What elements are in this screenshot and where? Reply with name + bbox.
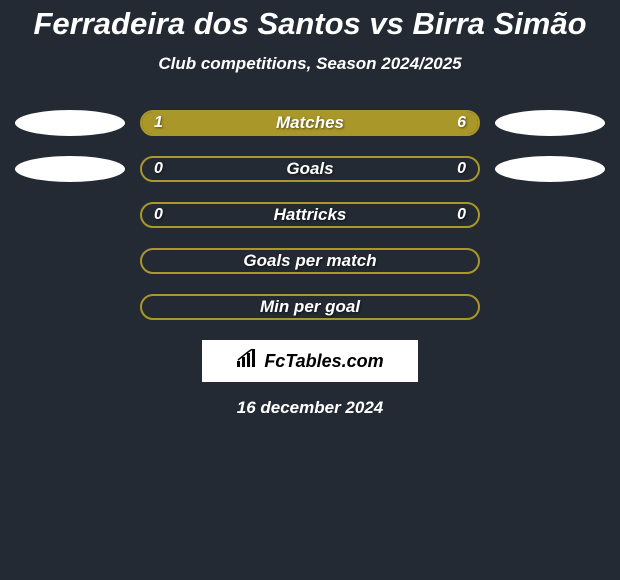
left-ellipse: [15, 110, 125, 136]
stat-bar: Min per goal: [140, 294, 480, 320]
stat-label: Goals: [142, 158, 478, 180]
footer-logo-text: FcTables.com: [264, 351, 383, 372]
right-ellipse: [495, 110, 605, 136]
stat-label: Matches: [142, 112, 478, 134]
stat-bar: 00Goals: [140, 156, 480, 182]
footer-logo: FcTables.com: [202, 340, 418, 382]
stat-bar: 00Hattricks: [140, 202, 480, 228]
footer-date: 16 december 2024: [0, 398, 620, 418]
right-ellipse: [495, 156, 605, 182]
stat-row: Min per goal: [0, 294, 620, 320]
stat-row: 00Goals: [0, 156, 620, 182]
stat-row: 00Hattricks: [0, 202, 620, 228]
stat-label: Goals per match: [142, 250, 478, 272]
left-ellipse: [15, 156, 125, 182]
stat-row: 16Matches: [0, 110, 620, 136]
subtitle: Club competitions, Season 2024/2025: [0, 54, 620, 74]
chart-icon: [236, 349, 260, 374]
page-title: Ferradeira dos Santos vs Birra Simão: [0, 0, 620, 42]
stats-container: 16Matches 00Goals 00Hattricks Goals per mat…: [0, 110, 620, 320]
stat-label: Hattricks: [142, 204, 478, 226]
stat-bar: Goals per match: [140, 248, 480, 274]
stat-bar: 16Matches: [140, 110, 480, 136]
stat-label: Min per goal: [142, 296, 478, 318]
stat-row: Goals per match: [0, 248, 620, 274]
